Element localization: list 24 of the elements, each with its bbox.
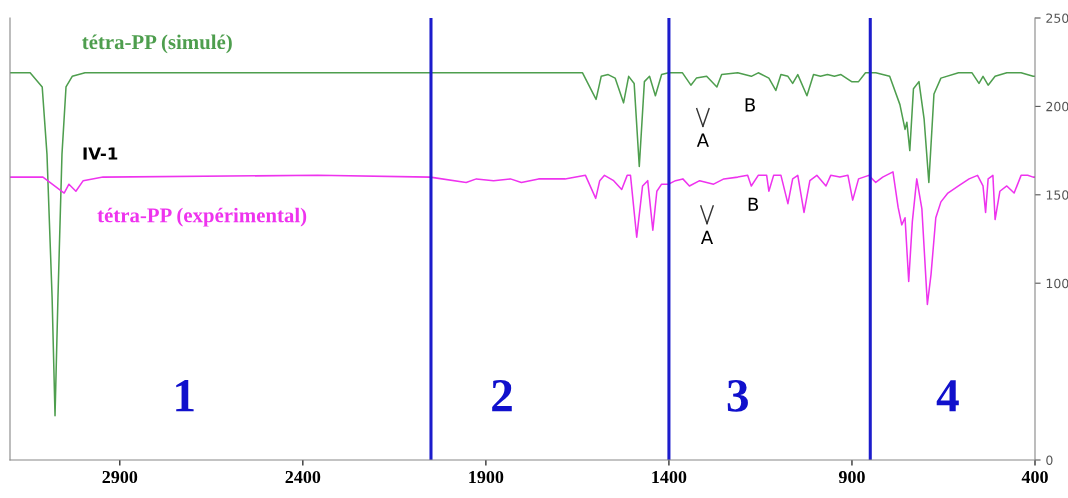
line-series xyxy=(10,72,1035,417)
annotation: 3 xyxy=(727,379,748,412)
annotation: A xyxy=(696,133,709,147)
x-tick-label: 2400 xyxy=(285,470,321,484)
y-tick-label: 100 xyxy=(1046,278,1068,289)
annotation: B xyxy=(748,197,759,211)
series-label: tétra-PP (expérimental) xyxy=(97,207,307,227)
annotation: 4 xyxy=(936,380,959,412)
series-label: tétra-PP (simulé) xyxy=(82,34,232,54)
x-tick-label: 1400 xyxy=(652,470,687,484)
x-tick-label: 400 xyxy=(1021,470,1048,484)
annotation: 1 xyxy=(176,380,194,412)
y-tick-label: 0 xyxy=(1046,455,1053,465)
y-tick-label: 200 xyxy=(1046,101,1068,112)
x-tick-label: 2900 xyxy=(102,470,138,484)
x-tick-label: 900 xyxy=(838,470,865,484)
line-series xyxy=(10,171,1035,306)
y-tick-label: 250 xyxy=(1046,13,1068,23)
x-tick-label: 1900 xyxy=(469,470,504,484)
annotation: A xyxy=(700,230,714,244)
annotation: B xyxy=(745,98,755,112)
y-tick-label: 150 xyxy=(1046,190,1068,200)
annotation: 2 xyxy=(492,379,512,412)
annotation: IV-1 xyxy=(83,147,118,160)
